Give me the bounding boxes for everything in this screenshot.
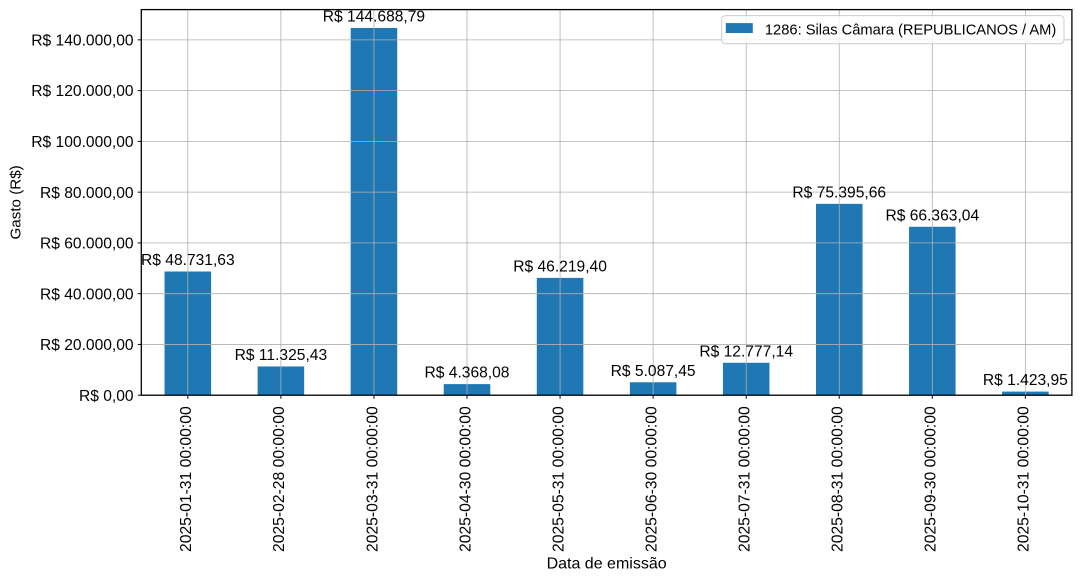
svg-text:2025-02-28 00:00:00: 2025-02-28 00:00:00 bbox=[271, 406, 288, 552]
svg-text:R$ 5.087,45: R$ 5.087,45 bbox=[611, 363, 696, 380]
svg-text:2025-01-31 00:00:00: 2025-01-31 00:00:00 bbox=[178, 406, 195, 552]
svg-text:R$ 0,00: R$ 0,00 bbox=[79, 388, 134, 405]
svg-text:2025-03-31 00:00:00: 2025-03-31 00:00:00 bbox=[364, 406, 381, 552]
svg-text:R$ 40.000,00: R$ 40.000,00 bbox=[40, 286, 134, 303]
svg-text:2025-04-30 00:00:00: 2025-04-30 00:00:00 bbox=[457, 406, 474, 552]
svg-text:R$ 120.000,00: R$ 120.000,00 bbox=[31, 83, 134, 100]
svg-text:1286: Silas Câmara (REPUBLICAN: 1286: Silas Câmara (REPUBLICANOS / AM) bbox=[765, 23, 1056, 39]
svg-text:2025-06-30 00:00:00: 2025-06-30 00:00:00 bbox=[643, 406, 660, 552]
svg-text:2025-09-30 00:00:00: 2025-09-30 00:00:00 bbox=[923, 406, 940, 552]
svg-text:R$ 46.219,40: R$ 46.219,40 bbox=[513, 258, 607, 275]
svg-text:R$ 12.777,14: R$ 12.777,14 bbox=[699, 343, 793, 360]
svg-text:2025-08-31 00:00:00: 2025-08-31 00:00:00 bbox=[830, 406, 847, 552]
svg-text:Gasto (R$): Gasto (R$) bbox=[8, 165, 25, 239]
svg-text:R$ 100.000,00: R$ 100.000,00 bbox=[31, 134, 134, 151]
svg-text:R$ 75.395,66: R$ 75.395,66 bbox=[792, 184, 886, 201]
svg-text:R$ 48.731,63: R$ 48.731,63 bbox=[141, 252, 235, 269]
svg-text:2025-07-31 00:00:00: 2025-07-31 00:00:00 bbox=[736, 406, 753, 552]
svg-text:Data de emissão: Data de emissão bbox=[547, 555, 667, 572]
svg-text:R$ 140.000,00: R$ 140.000,00 bbox=[31, 32, 134, 49]
svg-text:R$ 66.363,04: R$ 66.363,04 bbox=[885, 207, 979, 224]
svg-text:R$ 144.688,79: R$ 144.688,79 bbox=[323, 8, 425, 25]
svg-text:R$ 1.423,95: R$ 1.423,95 bbox=[983, 372, 1068, 389]
svg-text:2025-05-31 00:00:00: 2025-05-31 00:00:00 bbox=[550, 406, 567, 552]
svg-text:R$ 4.368,08: R$ 4.368,08 bbox=[425, 365, 510, 382]
svg-text:R$ 80.000,00: R$ 80.000,00 bbox=[40, 185, 134, 202]
svg-text:R$ 20.000,00: R$ 20.000,00 bbox=[40, 337, 134, 354]
svg-text:R$ 11.325,43: R$ 11.325,43 bbox=[235, 347, 327, 364]
svg-text:2025-10-31 00:00:00: 2025-10-31 00:00:00 bbox=[1016, 406, 1033, 552]
svg-text:R$ 60.000,00: R$ 60.000,00 bbox=[40, 236, 134, 253]
